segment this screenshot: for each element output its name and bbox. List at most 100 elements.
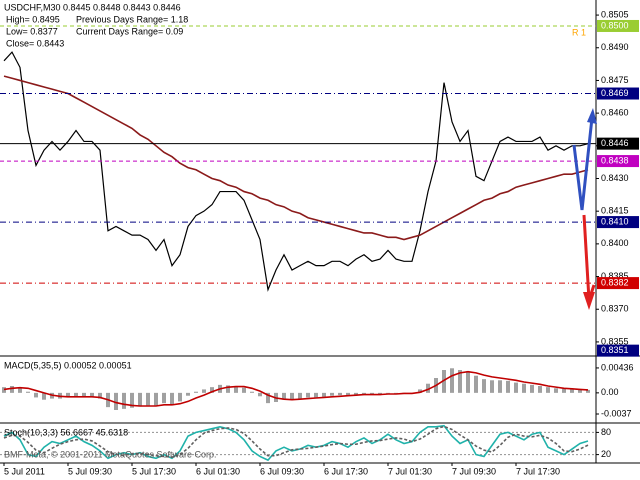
copyright: BMF-Meta, © 2001-2011 MetaQuotes Softwar… (4, 449, 217, 459)
histogram-bar (250, 391, 254, 393)
histogram-bar (362, 392, 366, 394)
y-tick-label: 20 (601, 449, 611, 459)
histogram-bar (546, 387, 550, 393)
histogram-bar (522, 383, 526, 393)
histogram-bar (418, 389, 422, 393)
histogram-bar (370, 392, 374, 395)
y-tick-label: 0.8355 (601, 336, 629, 346)
level-label: 0.8446 (601, 138, 629, 148)
histogram-bar (298, 392, 302, 399)
histogram-bar (170, 392, 174, 405)
level-label: 0.8438 (601, 155, 629, 165)
level-box (597, 87, 639, 100)
histogram-bar (234, 386, 238, 393)
histogram-bar (322, 392, 326, 397)
y-tick-label: 0.00 (601, 387, 619, 397)
histogram-bar (130, 392, 134, 408)
histogram-bar (162, 392, 166, 404)
histogram-bar (18, 387, 22, 393)
histogram-bar (34, 392, 38, 398)
level-label: 0.8410 (601, 216, 629, 226)
histogram-bar (82, 392, 86, 397)
histogram-bar (442, 370, 446, 393)
histogram-bar (210, 387, 214, 393)
histogram-bar (266, 392, 270, 404)
histogram-bar (242, 387, 246, 393)
histogram-bar (562, 388, 566, 393)
histogram-bar (514, 382, 518, 393)
series-line (3, 425, 589, 459)
histogram-bar (258, 392, 262, 397)
level-box (597, 19, 639, 32)
histogram-bar (98, 392, 102, 399)
histogram-bar (354, 392, 358, 395)
panel-title: MACD(5,35,5) 0.00052 0.00051 (4, 360, 132, 370)
series-line (3, 75, 589, 241)
histogram-bar (394, 392, 398, 394)
level-label: 0.8469 (601, 88, 629, 98)
histogram-bar (450, 368, 454, 393)
y-tick-label: 0.8430 (601, 173, 629, 183)
level-box (597, 344, 639, 357)
histogram-bar (466, 371, 470, 393)
level-label: 0.8351 (601, 345, 629, 355)
histogram-bar (338, 392, 342, 396)
symbol-line: USDCHF,M30 0.8445 0.8448 0.8443 0.8446 (4, 2, 181, 12)
histogram-bar (290, 392, 294, 400)
level-box (597, 277, 639, 290)
histogram-bar (2, 387, 6, 393)
histogram-bar (186, 392, 190, 396)
histogram-bar (90, 392, 94, 398)
histogram-bar (282, 392, 286, 400)
forecast-up (572, 117, 594, 211)
histogram-bar (194, 391, 198, 393)
annotation: R 1 (572, 27, 586, 37)
histogram-bar (378, 392, 382, 394)
series-line (3, 370, 589, 407)
header: USDCHF,M30 0.8445 0.8448 0.8443 0.8446 H… (4, 2, 188, 48)
histogram-bar (426, 383, 430, 393)
y-tick-label: 0.8400 (601, 238, 629, 248)
histogram-bar (386, 392, 390, 394)
histogram-bar (578, 390, 582, 393)
high: High= 0.8495 (6, 14, 60, 24)
arrow-head (587, 108, 597, 124)
y-tick-label: 0.8370 (601, 304, 629, 314)
histogram-bar (330, 392, 334, 396)
x-tick-label: 6 Jul 01:30 (196, 466, 240, 476)
y-tick-label: 80 (601, 427, 611, 437)
histogram-bar (314, 392, 318, 398)
histogram-bar (306, 392, 310, 398)
prev-range: Previous Days Range= 1.18 (76, 14, 188, 24)
histogram-bar (458, 370, 462, 393)
histogram-bar (202, 389, 206, 393)
histogram-bar (570, 389, 574, 393)
level-label: 0.8382 (601, 277, 629, 287)
y-tick-label: 0.8475 (601, 75, 629, 85)
histogram-bar (114, 392, 118, 410)
level-label: 0.8500 (601, 20, 629, 30)
x-tick-label: 7 Jul 17:30 (516, 466, 560, 476)
y-tick-label: 0.00436 (601, 362, 634, 372)
series-line (3, 51, 589, 292)
histogram-bar (66, 392, 70, 398)
close: Close= 0.8443 (6, 38, 64, 48)
histogram-bar (490, 380, 494, 393)
histogram-bar (42, 392, 46, 400)
histogram-bar (586, 389, 590, 393)
forecast-arrows (572, 108, 597, 310)
x-tick-label: 7 Jul 09:30 (452, 466, 496, 476)
level-box (597, 216, 639, 229)
histogram-bar (474, 375, 478, 393)
level-box (597, 155, 639, 168)
histogram-bar (538, 386, 542, 393)
y-tick-label: 0.8505 (601, 9, 629, 19)
arrow-head (583, 292, 595, 310)
histogram-bar (138, 392, 142, 407)
plot-layer (0, 25, 596, 462)
histogram-bar (506, 380, 510, 393)
histogram-bar (146, 392, 150, 406)
y-tick-label: -0.0037 (601, 408, 632, 418)
histogram-bar (346, 392, 350, 396)
